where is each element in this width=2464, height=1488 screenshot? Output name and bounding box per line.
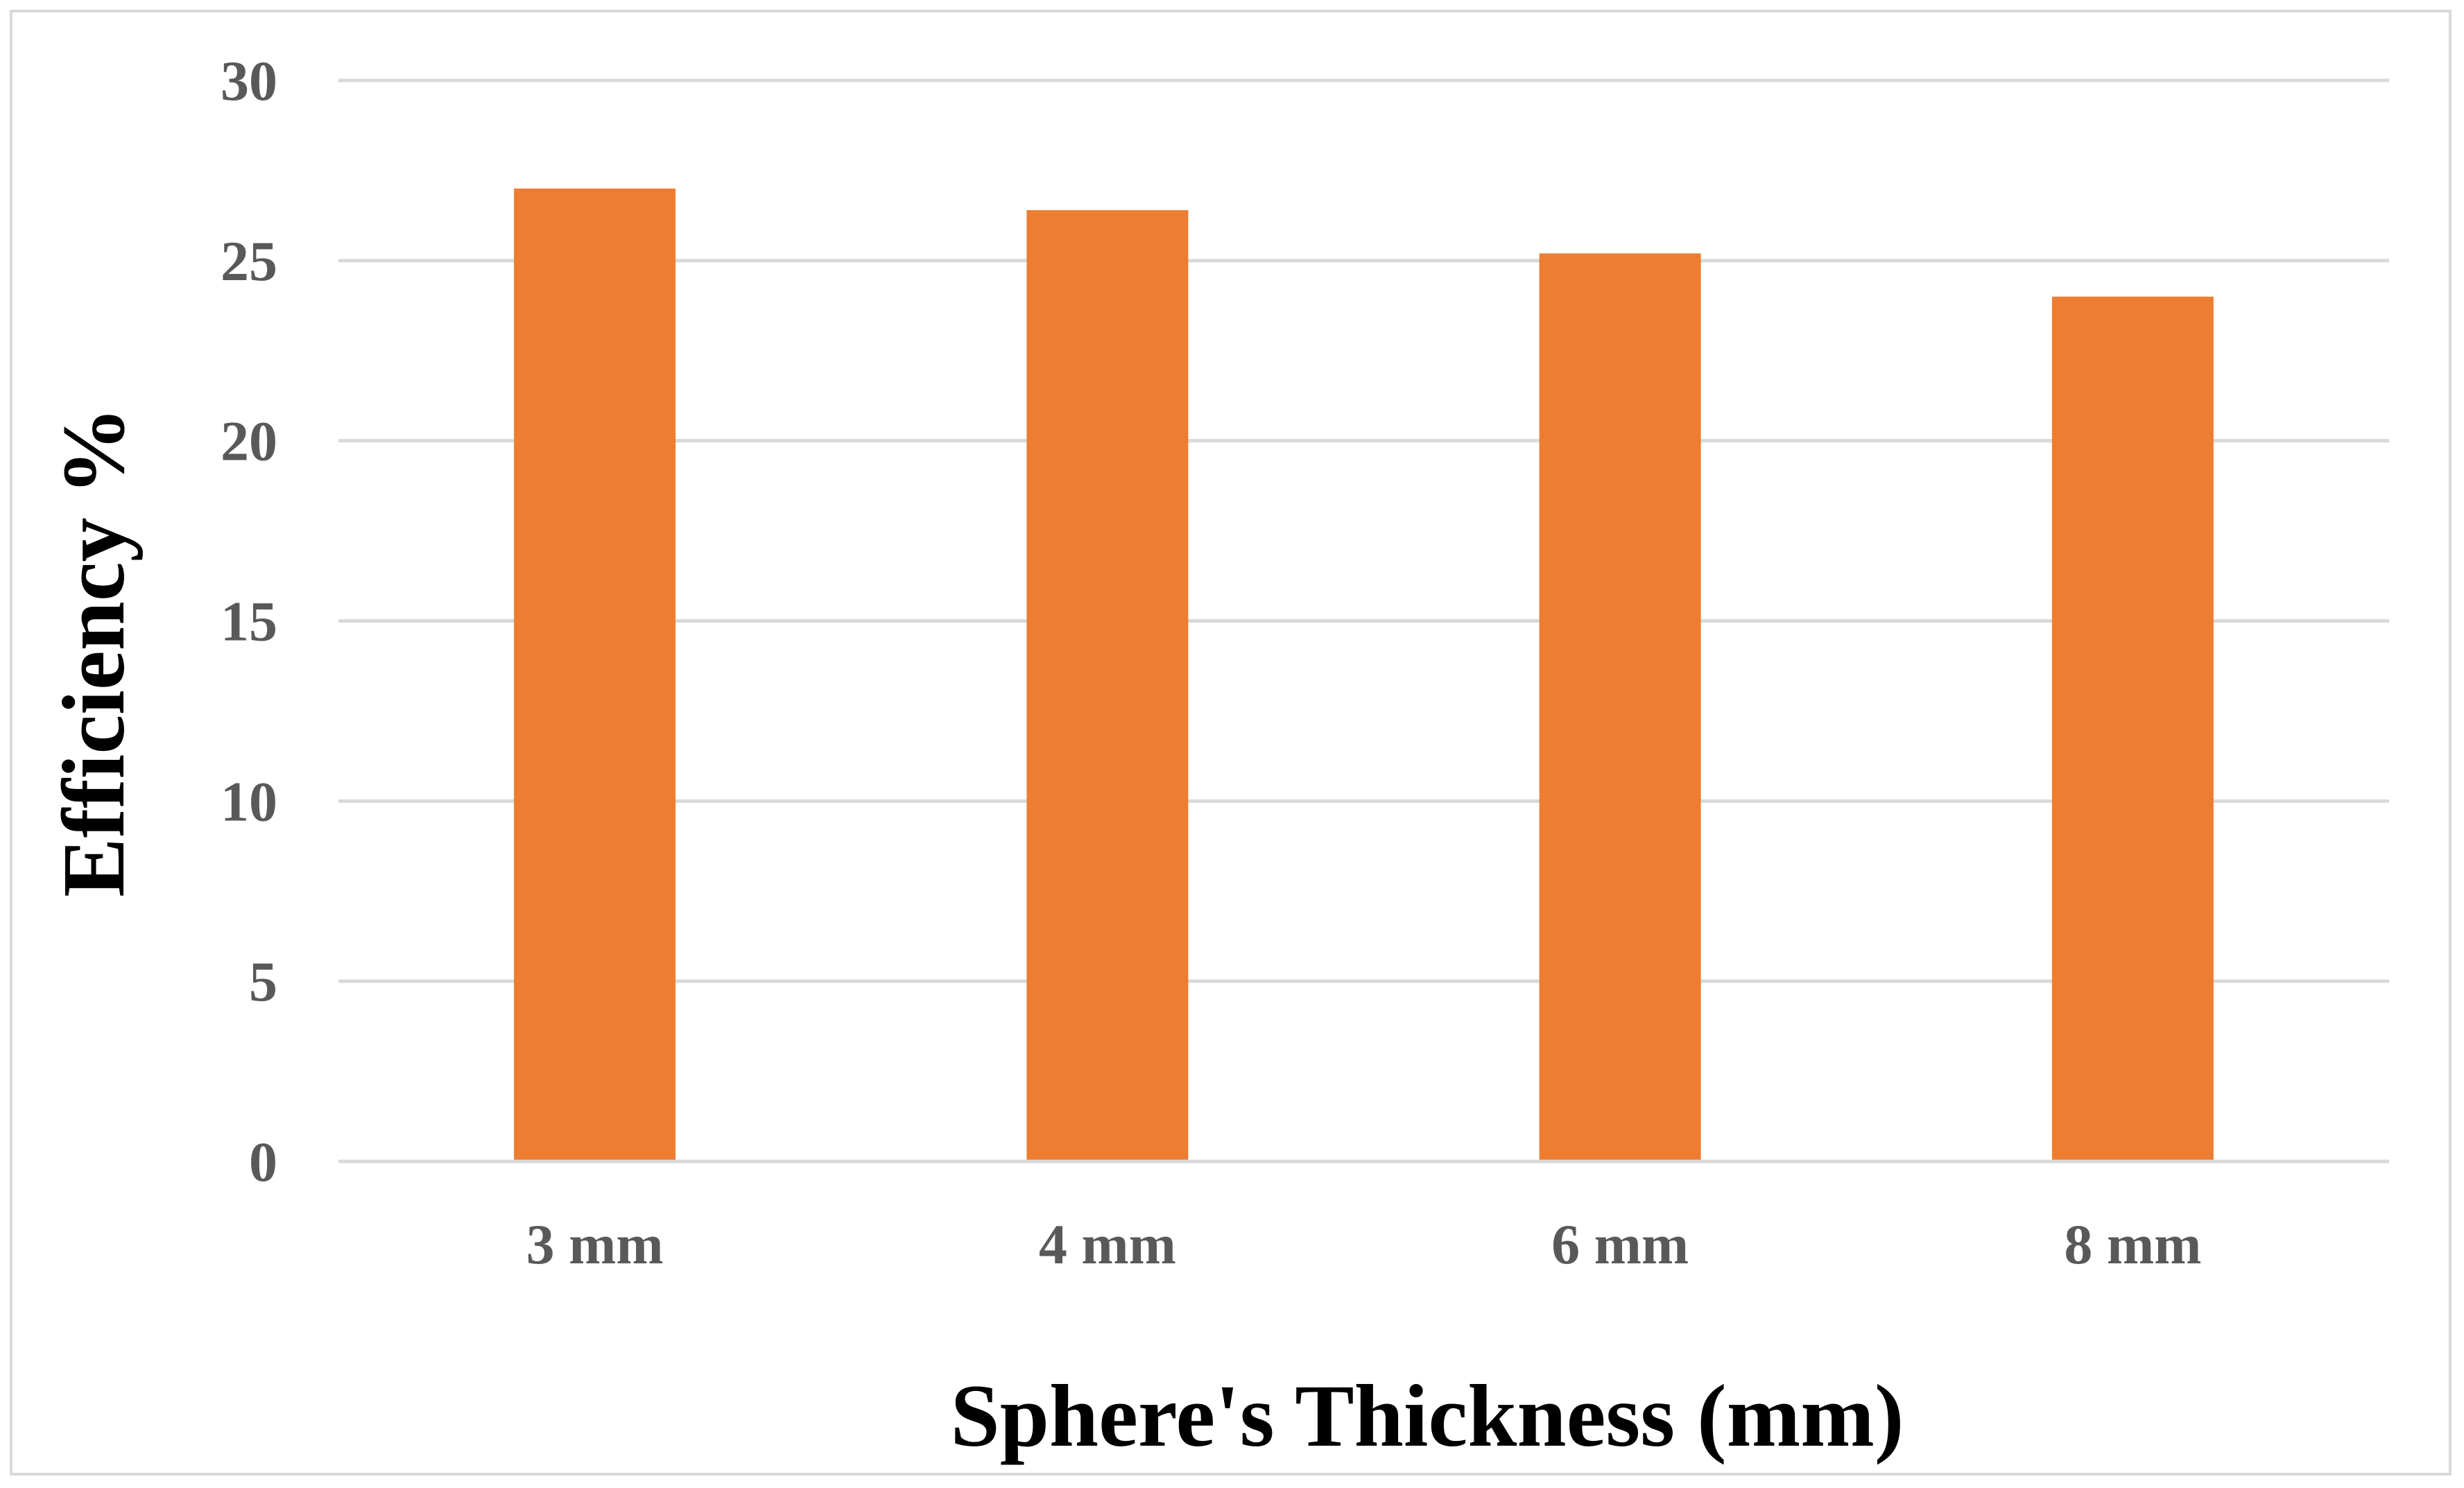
y-tick-label: 30 [221, 49, 277, 112]
y-axis-ticks: 0 5 10 15 20 25 30 [221, 49, 277, 1193]
bar-3-mm [514, 188, 676, 1161]
y-tick-label: 25 [221, 230, 277, 293]
x-tick-label: 3 mm [526, 1213, 664, 1276]
y-tick-label: 0 [249, 1130, 277, 1193]
y-tick-label: 15 [221, 590, 277, 653]
y-axis-title: Efficiency % [44, 406, 143, 897]
y-tick-label: 10 [221, 770, 277, 833]
x-tick-label: 4 mm [1039, 1213, 1176, 1276]
x-axis-title: Sphere's Thickness (mm) [951, 1367, 1904, 1465]
bar-6-mm [1539, 253, 1701, 1162]
y-tick-label: 20 [221, 410, 277, 473]
bar-8-mm [2051, 296, 2214, 1161]
bars [338, 188, 2389, 1163]
x-axis-ticks: 3 mm 4 mm 6 mm 8 mm [526, 1213, 2202, 1276]
x-tick-label: 6 mm [1551, 1213, 1689, 1276]
y-tick-label: 5 [249, 950, 277, 1013]
bar-4-mm [1026, 210, 1189, 1162]
x-tick-label: 8 mm [2064, 1213, 2201, 1276]
chart-frame [10, 10, 2452, 1476]
